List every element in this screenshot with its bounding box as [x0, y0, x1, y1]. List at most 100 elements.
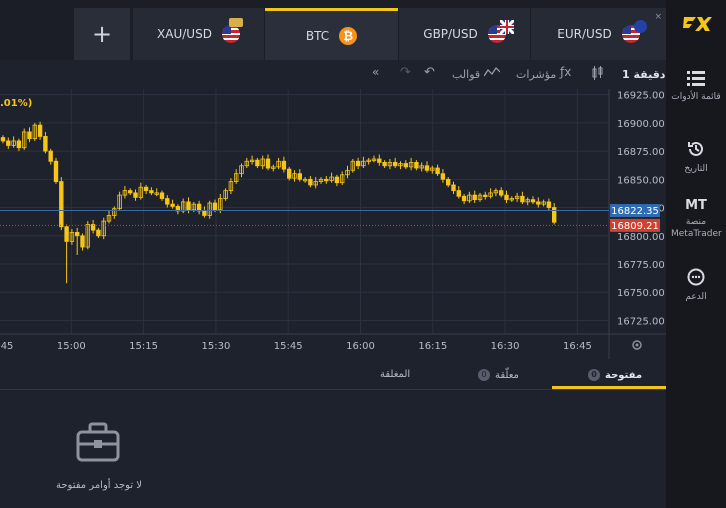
- sidebar-item-instruments[interactable]: قائمة الأدوات: [666, 70, 726, 103]
- sidebar-item-label: منصة MetaTrader: [671, 217, 722, 239]
- candle-body: [514, 195, 520, 199]
- tab-xauusd[interactable]: XAU/USD: [133, 8, 264, 60]
- chat-icon: [666, 268, 726, 287]
- sidebar-item-support[interactable]: الدعم: [666, 268, 726, 303]
- x-tick-label: 14:45: [0, 341, 13, 352]
- tab-eurusd[interactable]: EUR/USD ×: [531, 8, 666, 60]
- candle-body: [520, 195, 525, 203]
- tab-label: XAU/USD: [157, 27, 212, 41]
- candle-body: [424, 165, 430, 171]
- candle-body: [255, 159, 260, 167]
- tab-btc[interactable]: BTC ₿: [265, 8, 398, 60]
- fx-logo: [666, 14, 726, 38]
- candle-body: [149, 190, 154, 194]
- candle-body: [249, 159, 255, 163]
- candle-body: [339, 174, 345, 184]
- candle-body: [69, 231, 75, 242]
- undo-icon[interactable]: ↶: [424, 65, 435, 80]
- candle-body: [228, 181, 234, 192]
- tab-pending-orders[interactable]: 0 معلّقة: [478, 369, 519, 381]
- empty-orders-text: لا توجد أوامر مفتوحة: [55, 480, 143, 491]
- candle-body: [398, 163, 403, 167]
- tab-open-orders[interactable]: 0 مفتوحة: [588, 369, 642, 381]
- candle-body: [329, 176, 334, 181]
- y-tick-label: 16900.00: [617, 119, 665, 130]
- candle-body: [536, 201, 541, 205]
- briefcase-icon: [76, 422, 120, 462]
- x-axis: 14:45 15:00 15:15 15:30 15:45 16:00 16:15 16:30…: [0, 341, 592, 352]
- x-tick-label: 15:00: [57, 341, 86, 352]
- pending-count-badge: 0: [478, 369, 490, 381]
- candle-body: [186, 201, 191, 211]
- x-tick-label: 16:00: [346, 341, 375, 352]
- candle-body: [371, 158, 377, 161]
- close-tab-icon[interactable]: ×: [654, 12, 662, 22]
- uk-flag-icon: [498, 18, 516, 36]
- sidebar-item-label: التاريخ: [684, 164, 708, 174]
- candle-body: [265, 158, 271, 169]
- candle-body: [191, 203, 196, 211]
- chart-settings-icon[interactable]: [632, 340, 642, 350]
- candle-body: [281, 160, 287, 170]
- candle-body: [21, 131, 27, 149]
- candle-body: [324, 178, 329, 182]
- candle-body: [392, 161, 398, 167]
- tab-closed-orders[interactable]: المغلقة: [380, 369, 410, 380]
- indicators-icon: [483, 66, 501, 81]
- candle-body: [218, 198, 223, 211]
- candle-body: [59, 181, 64, 228]
- candle-body: [467, 194, 472, 202]
- candle-body: [451, 184, 456, 192]
- y-tick-label: 16875.00: [617, 147, 665, 158]
- candle-body: [239, 165, 244, 175]
- candle-body: [48, 150, 53, 162]
- candle-body: [170, 203, 175, 207]
- x-tick-label: 16:15: [418, 341, 447, 352]
- candle-body: [430, 167, 435, 171]
- tab-label: EUR/USD: [557, 27, 612, 41]
- candle-body: [435, 167, 440, 175]
- rewind-icon[interactable]: «: [372, 65, 380, 79]
- redo-icon[interactable]: ↷: [400, 65, 411, 80]
- right-sidebar: قائمة الأدوات التاريخ MT منصة MetaTrader…: [666, 0, 726, 508]
- candle-body: [207, 202, 212, 216]
- sidebar-item-metatrader[interactable]: MT منصة MetaTrader: [666, 199, 726, 240]
- candle-body: [80, 235, 85, 248]
- indicators-button[interactable]: مؤشرات: [516, 68, 557, 81]
- candle-body: [366, 159, 371, 163]
- history-icon: [666, 140, 726, 159]
- candle-body: [488, 192, 493, 197]
- candle-body: [212, 202, 218, 211]
- templates-button[interactable]: قوالب: [452, 68, 481, 81]
- y-tick-label: 16775.00: [617, 260, 665, 271]
- timeframe-selector[interactable]: 1 دقيقة: [622, 68, 666, 81]
- y-tick-label: 16925.00: [617, 91, 665, 102]
- add-tab-button[interactable]: +: [74, 8, 130, 60]
- candle-body: [541, 201, 546, 205]
- candle-body: [96, 229, 101, 237]
- x-tick-label: 15:15: [129, 341, 158, 352]
- candle-body: [90, 224, 96, 231]
- candle-body: [117, 194, 122, 210]
- instrument-tab-bar: + XAU/USD BTC ₿ GBP/USD EUR/USD ×: [0, 0, 666, 60]
- candle-body: [525, 199, 530, 203]
- candle-type-icon[interactable]: [592, 66, 604, 83]
- candle-body: [498, 190, 504, 196]
- candle-body: [106, 215, 112, 222]
- gold-us-flag-icon: [221, 25, 240, 43]
- candle-body: [419, 165, 424, 169]
- candle-body: [143, 186, 149, 192]
- sidebar-item-history[interactable]: التاريخ: [666, 140, 726, 175]
- price-chart[interactable]: 16925.0016900.0016875.0016850.0016825.00…: [0, 89, 666, 359]
- candle-body: [403, 163, 408, 168]
- tab-gbpusd[interactable]: GBP/USD: [399, 8, 530, 60]
- top-left-change-value: .01%): [0, 98, 32, 109]
- drawing-tools-icon[interactable]: ƒx: [560, 65, 572, 79]
- tab-label: BTC: [305, 28, 330, 43]
- candle-body: [297, 173, 302, 180]
- candle-body: [11, 140, 16, 146]
- x-tick-label: 16:45: [563, 341, 592, 352]
- candle-body: [159, 192, 165, 199]
- tab-label: المغلقة: [380, 369, 411, 380]
- list-icon: [666, 70, 726, 87]
